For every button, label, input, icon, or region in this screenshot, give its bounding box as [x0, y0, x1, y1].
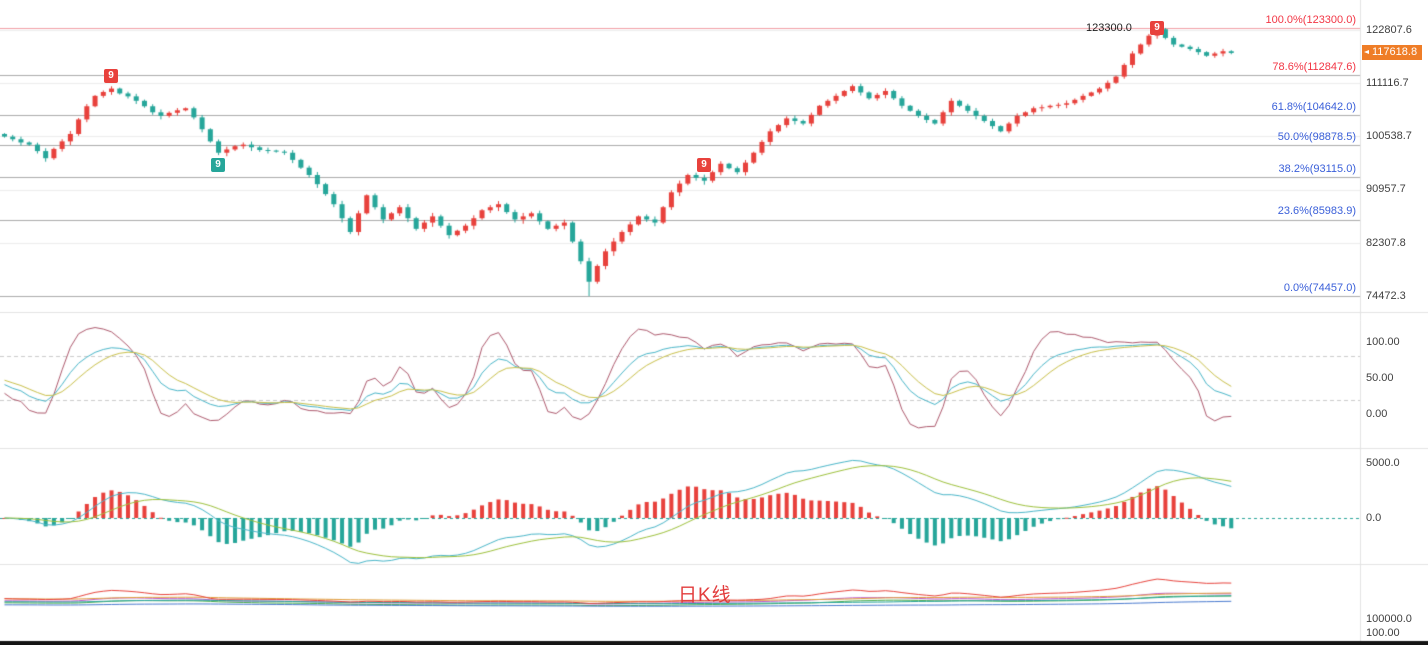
td-count-marker: 9 [211, 158, 225, 172]
overlay-axis-label: 100000.0 [1366, 613, 1412, 625]
price-axis-label: 122807.6 [1366, 24, 1412, 36]
fib-level-label: 38.2%(93115.0) [1278, 163, 1356, 175]
kdj-axis-label: 50.00 [1366, 372, 1394, 384]
macd-axis-label: 5000.0 [1366, 457, 1400, 469]
fib-level-label: 50.0%(98878.5) [1277, 131, 1356, 143]
fib-level-label: 0.0%(74457.0) [1283, 282, 1356, 294]
fib-level-label: 61.8%(104642.0) [1271, 101, 1356, 113]
price-axis-label: 111116.7 [1366, 77, 1409, 89]
price-axis-label: 74472.3 [1366, 290, 1406, 302]
td-count-marker: 9 [104, 69, 118, 83]
fib-level-label: 78.6%(112847.6) [1272, 61, 1356, 73]
overlay-axis-label: 100.00 [1366, 627, 1400, 639]
kdj-axis-label: 100.00 [1366, 336, 1400, 348]
price-axis-label: 100538.7 [1366, 130, 1412, 142]
td-count-marker: 9 [697, 158, 711, 172]
fib-level-label: 23.6%(85983.9) [1277, 205, 1356, 217]
price-axis-label: 90957.7 [1366, 183, 1406, 195]
td-count-marker: 9 [1150, 21, 1164, 35]
fib-level-label: 100.0%(123300.0) [1265, 14, 1356, 26]
chart-watermark: 日K线 [678, 585, 732, 606]
current-price-badge: 117618.8 [1362, 45, 1423, 60]
peak-price-annotation: 123300.0 [1086, 22, 1132, 34]
macd-axis-label: 0.0 [1366, 512, 1382, 524]
kdj-axis-label: 0.00 [1366, 408, 1388, 420]
price-axis-label: 82307.8 [1366, 237, 1406, 249]
